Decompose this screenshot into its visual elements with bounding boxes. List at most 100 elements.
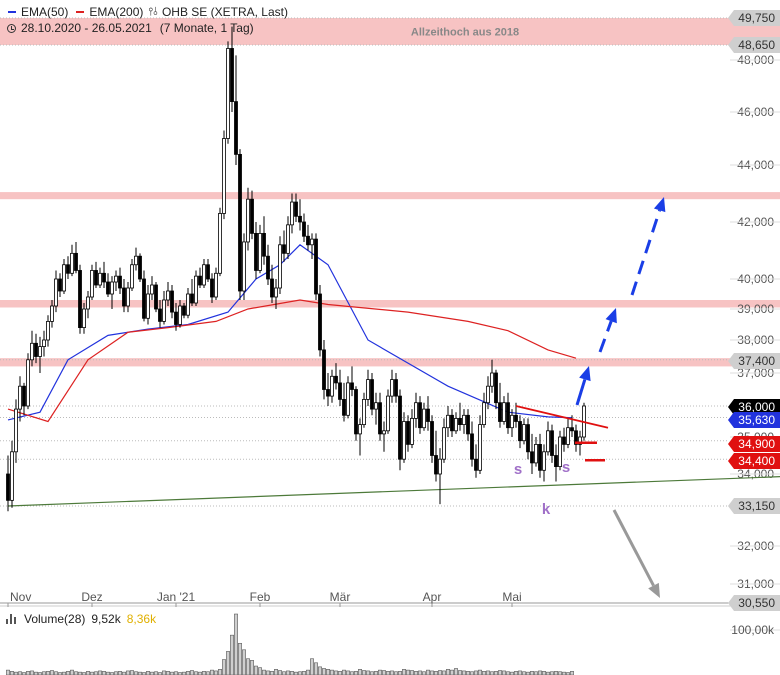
volume-bar-85 [346, 670, 350, 675]
candle-body [534, 443, 538, 464]
candle-body [42, 339, 46, 347]
candle-body [326, 389, 330, 397]
candle-102 [414, 392, 418, 428]
volume-bar-124 [502, 670, 506, 675]
candle-124 [502, 396, 506, 425]
candle-body [242, 241, 246, 292]
candle-137 [554, 444, 558, 482]
volume-bar-130 [526, 671, 530, 675]
volume-bar-41 [170, 671, 174, 675]
candle-60 [246, 187, 250, 251]
candle-55 [226, 41, 230, 144]
candle-body [118, 275, 122, 289]
candle-body [510, 414, 514, 429]
candle-body [6, 473, 10, 501]
volume-bar-80 [326, 669, 330, 675]
price-badge-bg [728, 595, 780, 611]
volume-bar-20 [86, 671, 90, 675]
candle-body [126, 287, 130, 307]
candle-body [66, 264, 70, 274]
candle-89 [362, 392, 366, 428]
volume-bar-99 [402, 669, 406, 675]
downside-arrow-shaft [612, 509, 655, 587]
candle-85 [346, 376, 350, 419]
volume-bar-48 [198, 671, 202, 675]
candle-body [394, 379, 398, 397]
price-badge-bg [728, 353, 780, 369]
candle-106 [430, 415, 434, 463]
candle-body [478, 424, 482, 471]
candle-body [54, 278, 58, 307]
volume-bar-120 [486, 670, 490, 675]
volume-bar-100 [406, 669, 410, 675]
candle-body [382, 430, 386, 435]
candle-27 [114, 270, 118, 291]
volume-bar-54 [222, 659, 226, 675]
ema50-label: EMA(50) [21, 5, 69, 19]
period-detail: (7 Monate, 1 Tag) [159, 21, 254, 35]
candle-body [210, 278, 214, 298]
price-badge-0: 49,750 [728, 10, 780, 26]
x-tick-label-6: Mai [502, 590, 521, 604]
volume-bar-106 [430, 670, 434, 675]
candle-23 [98, 267, 102, 288]
volume-bar-101 [410, 670, 414, 675]
price-badge-bg [728, 399, 780, 415]
price-badge-bg [728, 498, 780, 514]
volume-bar-33 [138, 671, 142, 675]
pattern-label-s: s [562, 459, 570, 476]
candle-body [342, 398, 346, 416]
candle-48 [198, 267, 202, 288]
candle-body [170, 290, 174, 313]
candle-131 [530, 433, 534, 474]
volume-bar-5 [26, 671, 30, 675]
candle-body [138, 255, 142, 280]
candle-body [494, 372, 498, 404]
volume-bar-91 [370, 671, 374, 675]
candle-body [86, 296, 90, 310]
candle-77 [314, 233, 318, 300]
candle-body [90, 270, 94, 298]
resistance-zone-3 [0, 358, 780, 367]
candle-34 [142, 270, 146, 322]
volume-bar-108 [438, 670, 442, 675]
volume-bar-131 [530, 671, 534, 675]
volume-bar-67 [274, 669, 278, 675]
candle-43 [178, 300, 182, 328]
candle-1 [10, 440, 14, 508]
price-badge-label: 37,400 [738, 354, 775, 368]
candle-83 [338, 369, 342, 406]
candle-142 [574, 424, 578, 452]
target-arrow-2-head [653, 197, 666, 213]
candle-35 [146, 285, 150, 325]
candle-130 [526, 418, 530, 460]
candle-18 [78, 264, 82, 334]
candle-54 [222, 130, 226, 220]
candle-body [542, 451, 546, 471]
pattern-label-k: k [542, 501, 551, 518]
candle-body [274, 287, 278, 298]
candle-24 [102, 261, 106, 288]
volume-bar-86 [350, 671, 354, 675]
candle-body [350, 382, 354, 390]
candle-132 [534, 437, 538, 467]
candle-body [282, 244, 286, 254]
volume-bar-10 [46, 671, 50, 675]
downside-arrow [612, 509, 660, 598]
candle-99 [402, 412, 406, 463]
volume-bar-139 [562, 671, 566, 675]
volume-bar-117 [474, 670, 478, 675]
volume-bar-12 [54, 671, 58, 675]
candle-45 [186, 288, 190, 319]
price-badge-label: 33,150 [738, 499, 775, 513]
candle-98 [398, 389, 402, 471]
volume-bar-81 [330, 669, 334, 675]
ema50-swatch [8, 11, 16, 13]
ema200-swatch [76, 11, 85, 13]
x-tick-label-0: Nov [10, 590, 31, 604]
candle-body [574, 430, 578, 445]
resistance-trend-line [515, 405, 609, 429]
candle-95 [386, 389, 390, 434]
candle-0 [6, 455, 10, 512]
candle-118 [478, 415, 482, 474]
